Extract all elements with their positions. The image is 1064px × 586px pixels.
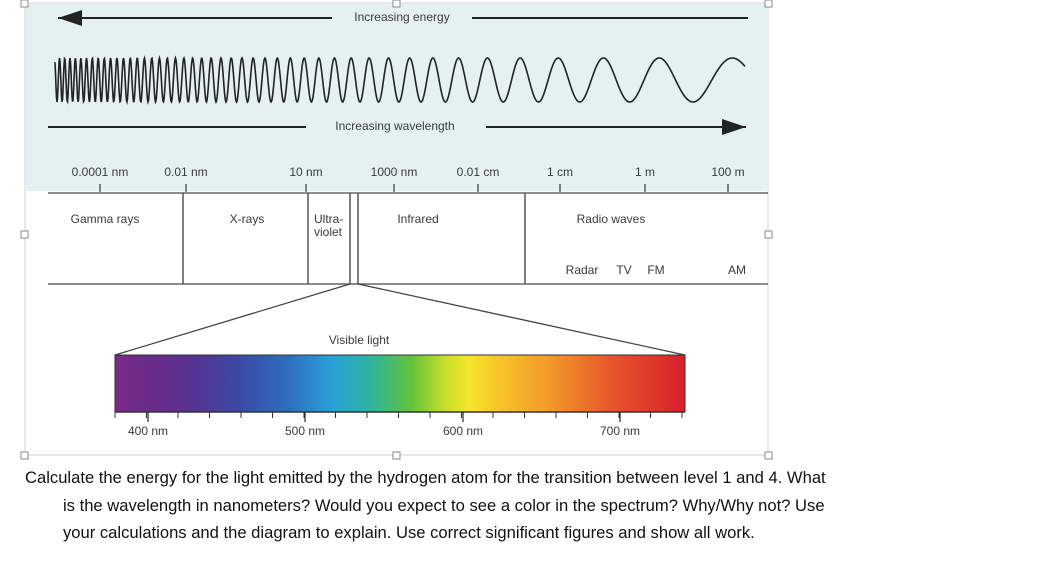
selection-handles	[20, 0, 773, 460]
radio-sub-label: Radar	[566, 263, 599, 277]
funnel-line	[357, 283, 686, 356]
scale: 0.0001 nm 0.01 nm 10 nm 1000 nm 0.01 cm 1 cm 1…	[72, 165, 745, 192]
band-dividers	[182, 193, 526, 284]
scale-label: 1 m	[635, 165, 655, 179]
band-label: Gamma rays	[71, 212, 140, 226]
scale-label: 0.01 cm	[457, 165, 500, 179]
scale-label: 1000 nm	[371, 165, 418, 179]
scale-label: 0.01 nm	[164, 165, 207, 179]
wavelength-tick-label: 600 nm	[443, 424, 483, 438]
wavelength-tick-label: 400 nm	[128, 424, 168, 438]
scale-label: 10 nm	[289, 165, 322, 179]
wave	[54, 55, 746, 105]
band-label: violet	[314, 225, 343, 239]
band-label: Radio waves	[577, 212, 646, 226]
band-label: X-rays	[230, 212, 265, 226]
wavelength-tick-label: 500 nm	[285, 424, 325, 438]
spectrum-ticks: 400 nm 500 nm 600 nm 700 nm	[114, 412, 683, 438]
radio-sub-label: FM	[647, 263, 664, 277]
wavelength-tick-label: 700 nm	[600, 424, 640, 438]
band-label: Infrared	[397, 212, 438, 226]
scale-label: 0.0001 nm	[72, 165, 129, 179]
band-label: Ultra-	[314, 212, 343, 226]
visible-spectrum	[114, 354, 686, 413]
visible-label: Visible light	[329, 333, 390, 347]
wavelength-label: Increasing wavelength	[335, 119, 454, 133]
energy-label: Increasing energy	[354, 10, 449, 24]
question-line: is the wavelength in nanometers? Would y…	[63, 495, 825, 515]
question: Calculate the energy for the light emitt…	[25, 464, 1055, 547]
radio-sub-label: AM	[728, 263, 746, 277]
question-line: your calculations and the diagram to exp…	[63, 523, 755, 542]
scale-label: 100 m	[711, 165, 744, 179]
scale-label: 1 cm	[547, 165, 573, 179]
funnel-line	[114, 283, 351, 356]
radio-sub-label: TV	[616, 263, 631, 277]
question-line: Calculate the energy for the light emitt…	[25, 468, 826, 487]
